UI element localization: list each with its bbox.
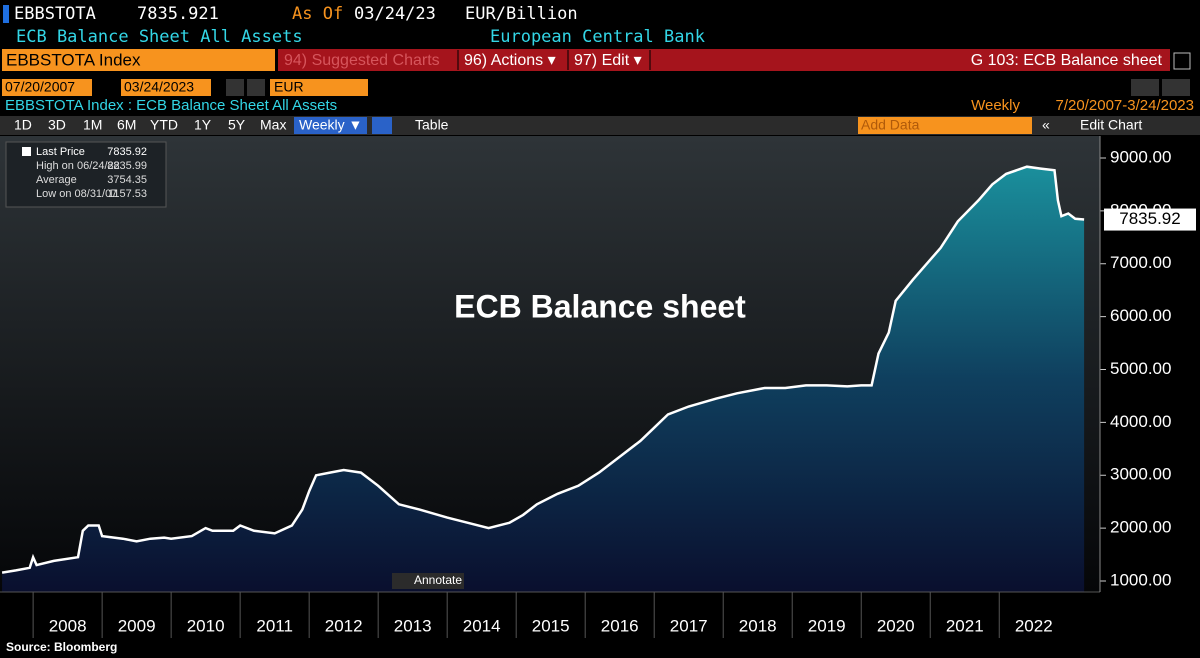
x-tick-label: 2008 <box>49 616 87 635</box>
menu-item[interactable]: 96) Actions ▾ <box>464 52 556 69</box>
start-date: 07/20/2007 <box>5 79 75 95</box>
range-button[interactable]: 1D <box>14 117 32 133</box>
redo-button[interactable] <box>1162 79 1190 96</box>
marker <box>3 5 9 23</box>
x-tick-label: 2010 <box>187 616 225 635</box>
units: EUR/Billion <box>465 4 578 24</box>
legend-box <box>5 141 167 208</box>
annotate: Annotate <box>414 573 462 587</box>
area <box>2 166 1085 592</box>
y-tick-label: 4000.00 <box>1110 412 1171 431</box>
edit-chart[interactable]: Edit Chart <box>1080 117 1142 133</box>
x-tick-label: 2009 <box>118 616 156 635</box>
legend-value: 7835.92 <box>107 146 147 158</box>
legend: Last Price 7835.92 High on 06/24/228835.… <box>5 141 167 208</box>
date-box[interactable] <box>2 79 92 96</box>
source: European Central Bank <box>490 27 705 47</box>
legend-stat-value: 1157.53 <box>108 188 147 200</box>
x-tick-label: 2020 <box>877 616 915 635</box>
x-tick-label: 2012 <box>325 616 363 635</box>
range-button[interactable]: 1Y <box>194 117 212 133</box>
x-tick-label: 2021 <box>946 616 984 635</box>
x-tick-label: 2015 <box>532 616 570 635</box>
last-value-label: 7835.92 <box>1119 209 1180 228</box>
legend-stat-value: 8835.99 <box>107 160 147 172</box>
undo-button[interactable] <box>1131 79 1159 96</box>
chart-caption: EBBSTOTA Index : ECB Balance Sheet All A… <box>5 97 337 114</box>
price: 7835.921 <box>137 4 219 24</box>
x-tick-label: 2018 <box>739 616 777 635</box>
ticker: EBBSTOTA <box>14 4 96 24</box>
x-tick-label: 2016 <box>601 616 639 635</box>
as-of-date: 03/24/23 <box>354 4 436 24</box>
next-button[interactable] <box>247 79 265 96</box>
chart-icon[interactable] <box>372 117 392 134</box>
plot <box>1 165 1085 592</box>
y-tick-label: 3000.00 <box>1110 465 1171 484</box>
legend-stat-label: Average <box>36 174 77 186</box>
prev-button[interactable] <box>226 79 244 96</box>
y-tick-label: 7000.00 <box>1110 253 1171 272</box>
table-button[interactable]: Table <box>415 117 449 133</box>
range-button[interactable]: 3D <box>48 117 66 133</box>
y-tick-label: 2000.00 <box>1110 518 1171 537</box>
x-tick-label: 2022 <box>1015 616 1053 635</box>
x-tick-label: 2019 <box>808 616 846 635</box>
x-tick-label: 2017 <box>670 616 708 635</box>
currency: EUR <box>274 79 304 95</box>
currency-box[interactable] <box>270 79 368 96</box>
line <box>1 165 1085 574</box>
frequency: Weekly <box>971 97 1020 114</box>
menu-item[interactable]: 94) Suggested Charts <box>284 52 440 69</box>
annotate-box[interactable] <box>392 573 464 589</box>
annotation: ECB Balance sheet <box>454 288 746 324</box>
page-title: G 103: ECB Balance sheet <box>971 52 1163 69</box>
y-tick-label: 1000.00 <box>1110 570 1171 589</box>
collapse[interactable]: « <box>1042 117 1050 133</box>
legend-stat-label: High on 06/24/22 <box>36 160 120 172</box>
last-value-badge <box>1104 208 1196 231</box>
legend-label: Last Price <box>36 146 85 158</box>
menu-bar <box>278 49 1170 71</box>
add-data-box[interactable] <box>858 117 1032 134</box>
range-button[interactable]: YTD <box>150 117 178 133</box>
x-tick-label: 2013 <box>394 616 432 635</box>
range-button[interactable]: 6M <box>117 117 136 133</box>
security: EBBSTOTA Index <box>6 50 141 69</box>
x-tick-label: 2014 <box>463 616 501 635</box>
y-tick-label: 6000.00 <box>1110 306 1171 325</box>
legend-swatch <box>22 147 31 156</box>
x-tick-label: 2011 <box>256 616 293 635</box>
end-date: 03/24/2023 <box>124 79 194 95</box>
menu-item[interactable]: 97) Edit ▾ <box>574 52 642 69</box>
y-tick-label: 9000.00 <box>1110 147 1171 166</box>
description: ECB Balance Sheet All Assets <box>16 27 303 47</box>
icon[interactable] <box>1173 52 1191 70</box>
range-button[interactable]: Max <box>260 117 286 133</box>
security-box[interactable] <box>2 49 275 71</box>
date-box[interactable] <box>121 79 211 96</box>
footer: Source: Bloomberg <box>6 640 117 654</box>
period-button: Weekly ▼ <box>299 117 362 133</box>
y-tick-label: 5000.00 <box>1110 359 1171 378</box>
add-data: Add Data <box>861 117 920 133</box>
legend-stat-value: 3754.35 <box>107 174 147 186</box>
period-box[interactable] <box>294 117 367 134</box>
date-range: 7/20/2007-3/24/2023 <box>1056 97 1194 114</box>
range-button[interactable]: 5Y <box>228 117 246 133</box>
as-of-label: As Of <box>292 4 343 24</box>
legend-stat-label: Low on 08/31/07 <box>36 188 117 200</box>
range-button[interactable]: 1M <box>83 117 102 133</box>
